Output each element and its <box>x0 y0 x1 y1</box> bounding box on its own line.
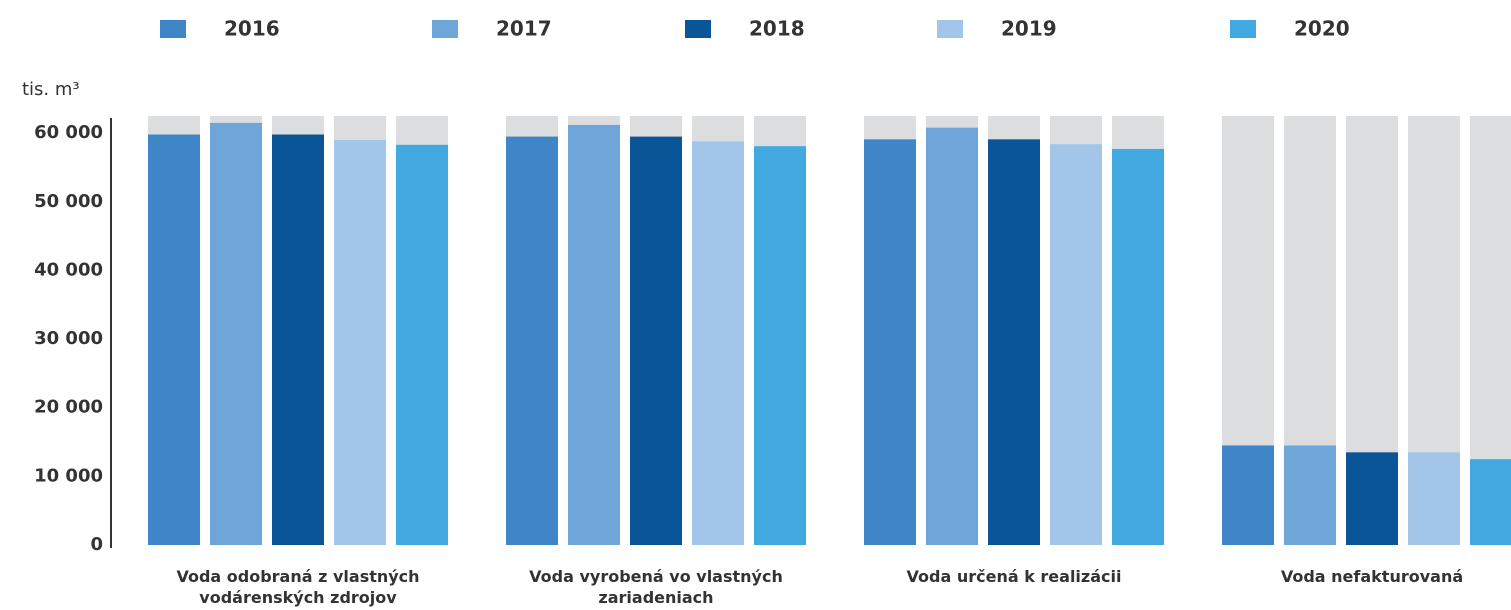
bar <box>210 122 262 545</box>
bar <box>1284 445 1336 545</box>
y-tick-label: 60 000 <box>34 122 103 143</box>
legend-swatch <box>937 20 963 38</box>
legend-label: 2019 <box>1001 17 1057 41</box>
bar <box>630 136 682 546</box>
y-axis-label: tis. m³ <box>22 79 80 100</box>
y-tick-label: 0 <box>90 534 103 555</box>
bar <box>396 144 448 545</box>
bar <box>988 139 1040 546</box>
legend-swatch <box>160 20 186 38</box>
legend-label: 2020 <box>1294 17 1350 41</box>
bar <box>334 140 386 546</box>
x-tick-label: Voda odobraná z vlastných vodárenských z… <box>176 567 420 607</box>
bar <box>1050 144 1102 545</box>
x-tick-label: Voda nefakturovaná <box>1280 567 1464 586</box>
legend-swatch <box>1230 20 1256 38</box>
legend-label: 2017 <box>496 17 552 41</box>
bar <box>1112 148 1164 545</box>
y-tick-label: 50 000 <box>34 191 103 212</box>
y-tick-label: 10 000 <box>34 465 103 486</box>
y-tick-label: 40 000 <box>34 259 103 280</box>
bar <box>272 134 324 545</box>
bar <box>1470 459 1511 545</box>
x-tick-label: Voda vyrobená vo vlastných zariadeniach <box>529 567 783 607</box>
bar <box>754 146 806 545</box>
bar <box>1222 445 1274 545</box>
bar <box>1408 452 1460 545</box>
y-tick-label: 30 000 <box>34 328 103 349</box>
y-tick-label: 20 000 <box>34 397 103 418</box>
bar <box>506 136 558 546</box>
bar <box>692 141 744 546</box>
legend-label: 2018 <box>749 17 805 41</box>
bar <box>864 139 916 546</box>
x-tick-label: Voda určená k realizácii <box>906 567 1122 586</box>
bar <box>148 134 200 545</box>
legend-swatch <box>685 20 711 38</box>
legend-label: 2016 <box>224 17 280 41</box>
bar <box>926 127 978 546</box>
bar <box>568 124 620 545</box>
bar <box>1346 452 1398 545</box>
legend-swatch <box>432 20 458 38</box>
